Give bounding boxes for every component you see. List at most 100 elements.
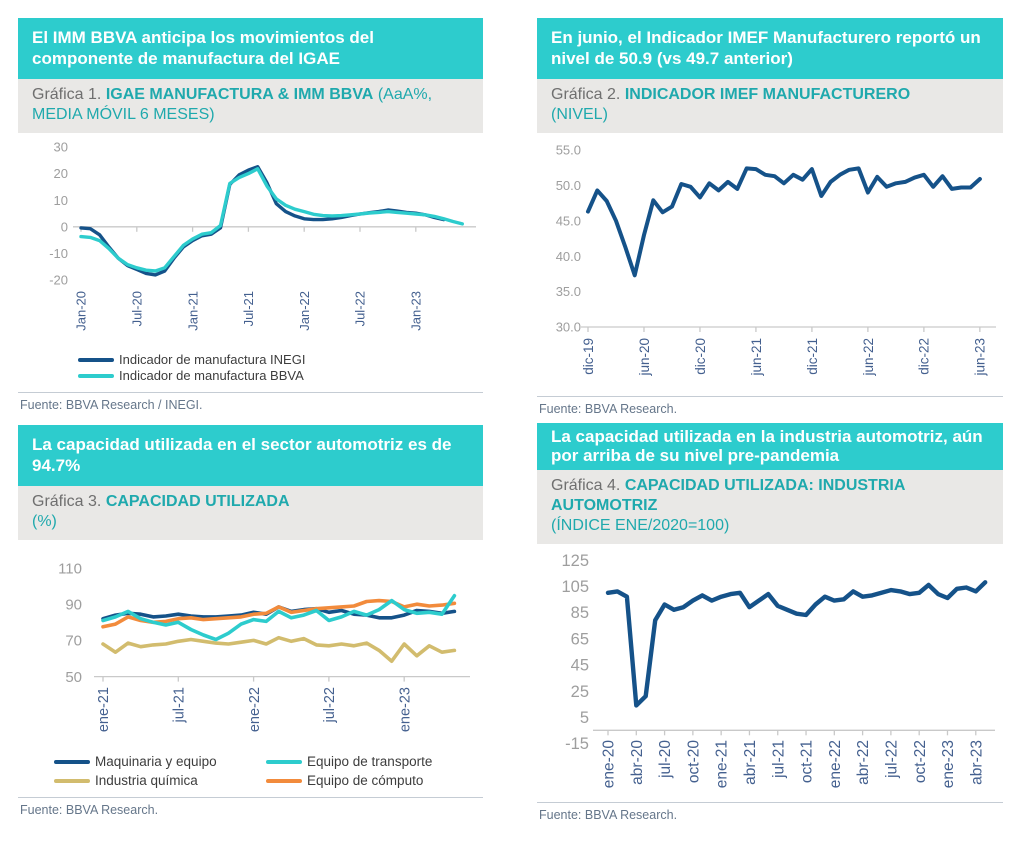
legend-swatch [78, 358, 114, 362]
line-chart-capacidad-automotriz: 125 105 85 65 45 25 5 -15 ene-20 abr-20 jul-20 oct-… [537, 544, 1003, 794]
series-line [101, 635, 457, 663]
x-axis-label: Jul-20 [129, 291, 144, 326]
caption-prefix: Gráfica 4. [551, 477, 621, 494]
legend-item: Equipo de transporte [266, 754, 483, 770]
chart-canvas: 110 90 70 50 ene-21 jul-21 ene-22 jul-22 ene-23 [58, 560, 470, 732]
series-line [605, 580, 988, 708]
source-note: Fuente: BBVA Research. [18, 797, 483, 817]
y-axis-label: 70 [65, 633, 82, 650]
series-line [101, 593, 457, 642]
series-line [586, 166, 982, 278]
legend-item: Maquinaria y equipo [54, 754, 266, 770]
legend-label: Maquinaria y equipo [95, 754, 217, 769]
x-axis-label: jul-21 [172, 687, 188, 723]
series-line [79, 165, 446, 277]
y-axis-label: 105 [561, 578, 589, 596]
y-axis-label: 5 [580, 709, 589, 727]
chart-canvas: 125 105 85 65 45 25 5 -15 ene-20 abr-20 jul-20 oct-… [561, 552, 995, 789]
x-axis-label: jun-20 [637, 338, 652, 377]
caption-prefix: Gráfica 2. [551, 86, 621, 103]
chart-legend: Maquinaria y equipo Equipo de transporte I… [54, 754, 483, 789]
chart-caption: Gráfica 2. INDICADOR IMEF MANUFACTURERO … [537, 79, 1003, 133]
y-axis-label: 35.0 [556, 284, 581, 299]
x-axis-label: Jul-21 [241, 291, 256, 326]
y-axis-label: 20 [54, 166, 68, 181]
y-axis-label: 125 [561, 552, 589, 570]
line-chart-igae-imm: 30 20 10 0 -10 -20 Jan-20 Jul-20 Jan-21 Jul-21 Jan… [18, 133, 483, 348]
x-axis-label: Jan-21 [185, 291, 200, 331]
caption-unit: (ÍNDICE ENE/2020=100) [551, 517, 730, 534]
legend-swatch [266, 779, 302, 783]
chart-legend: Indicador de manufactura INEGI Indicador … [78, 352, 483, 384]
x-axis-label: abr-22 [855, 740, 872, 785]
x-axis-label: Jan-23 [408, 291, 423, 331]
legend-swatch [78, 374, 114, 378]
chart-canvas: 30 20 10 0 -10 -20 Jan-20 Jul-20 Jan-21 Jul-21 Jan… [49, 140, 476, 331]
x-axis-label: ene-23 [397, 687, 413, 732]
y-axis-label: 65 [571, 630, 589, 648]
x-axis-label: abr-21 [742, 740, 759, 785]
x-axis-label: Jan-22 [297, 291, 312, 331]
panel-headline: La capacidad utilizada en el sector auto… [18, 425, 483, 486]
legend-label: Equipo de cómputo [307, 773, 424, 788]
x-axis-label: dic-22 [917, 338, 932, 375]
legend-swatch [54, 779, 90, 783]
y-axis-label: 90 [65, 596, 82, 613]
y-axis-label: 50 [65, 669, 82, 686]
caption-unit: (NIVEL) [551, 106, 608, 123]
x-axis-label: jul-21 [770, 740, 787, 779]
x-axis-label: jul-22 [883, 740, 900, 779]
x-axis-label: abr-20 [629, 740, 646, 785]
legend-label: Indicador de manufactura INEGI [119, 352, 306, 367]
x-axis-label: dic-19 [581, 338, 596, 375]
y-axis-label: 40.0 [556, 249, 581, 264]
y-axis-label: 30 [54, 140, 68, 155]
x-axis-label: jul-20 [657, 740, 674, 779]
x-axis-label: ene-21 [714, 740, 731, 788]
x-axis-label: jul-22 [322, 687, 338, 723]
y-axis-label: 10 [54, 193, 68, 208]
x-axis-label: ene-20 [601, 740, 618, 789]
legend-item: Industria química [54, 773, 266, 789]
source-note: Fuente: BBVA Research. [537, 802, 1003, 822]
legend-label: Equipo de transporte [307, 754, 433, 769]
legend-label: Industria química [95, 773, 198, 788]
panel-headline: El IMM BBVA anticipa los movimientos del… [18, 18, 483, 79]
panel-grafica-3: La capacidad utilizada en el sector auto… [18, 425, 483, 817]
chart-caption: Gráfica 1. IGAE MANUFACTURA & IMM BBVA (… [18, 79, 483, 133]
caption-title: IGAE MANUFACTURA & IMM BBVA [105, 86, 374, 103]
series-line [79, 167, 464, 273]
x-axis-label: ene-23 [940, 740, 957, 788]
y-axis-label: 50.0 [556, 178, 581, 193]
x-axis-label: jun-21 [749, 338, 764, 377]
x-axis-label: oct-21 [799, 740, 816, 783]
y-axis-label: 45 [571, 657, 589, 675]
chart-caption: Gráfica 4. CAPACIDAD UTILIZADA: INDUSTRI… [537, 470, 1003, 544]
legend-swatch [266, 760, 302, 764]
x-axis-label: dic-20 [693, 338, 708, 375]
x-axis-label: dic-21 [805, 338, 820, 375]
y-axis-label: 0 [61, 219, 68, 234]
x-axis-label: jun-23 [973, 338, 988, 377]
source-note: Fuente: BBVA Research / INEGI. [18, 392, 483, 412]
y-axis-label: 25 [571, 683, 589, 701]
x-axis-label: abr-23 [968, 740, 985, 785]
y-axis-label: 85 [571, 604, 589, 622]
caption-title: INDICADOR IMEF MANUFACTURERO [624, 86, 911, 103]
y-axis-label: -20 [49, 273, 68, 288]
caption-prefix: Gráfica 3. [32, 493, 102, 510]
legend-item: Equipo de cómputo [266, 773, 483, 789]
legend-label: Indicador de manufactura BBVA [119, 368, 304, 383]
y-axis-label: -15 [565, 735, 589, 753]
chart-caption: Gráfica 3. CAPACIDAD UTILIZADA (%) [18, 486, 483, 540]
y-axis-label: 30.0 [556, 320, 581, 335]
x-axis-label: ene-22 [827, 740, 844, 788]
x-axis-label: Jul-22 [353, 291, 368, 326]
x-axis-label: oct-20 [685, 740, 702, 783]
panel-headline: En junio, el Indicador IMEF Manufacturer… [537, 18, 1003, 79]
caption-unit: (%) [32, 513, 57, 530]
caption-unit: (AaA%, MEDIA MÓVIL 6 MESES) [32, 86, 433, 123]
x-axis-label: ene-22 [247, 687, 263, 732]
x-axis-label: ene-21 [96, 687, 112, 732]
